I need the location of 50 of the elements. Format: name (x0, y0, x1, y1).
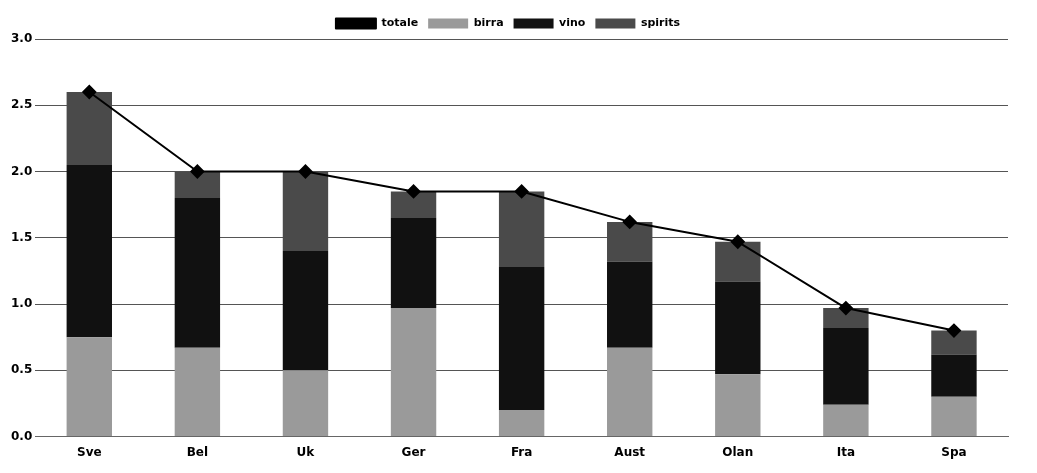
x-tick-label: Bel (186, 444, 209, 459)
point (298, 164, 313, 179)
point (838, 301, 853, 316)
x-tick-label: Ger (401, 444, 426, 459)
y-tick-label: 2.0 (10, 163, 33, 178)
point (622, 214, 637, 229)
x-tick-label: Uk (296, 444, 316, 459)
y-tick-label: 0.5 (10, 362, 33, 377)
y-tick-label: 0.0 (10, 428, 33, 443)
y-tick-label: 1.0 (10, 296, 33, 311)
bar (174, 347, 221, 437)
point (82, 85, 97, 100)
bar (174, 198, 221, 348)
bar (66, 164, 112, 338)
point (946, 323, 961, 338)
bar (607, 347, 653, 437)
x-tick-label: Olan (722, 444, 754, 459)
point (730, 234, 745, 249)
legend-label: totale (381, 16, 419, 30)
bar (390, 217, 437, 309)
y-tick-label: 2.5 (10, 97, 33, 112)
x-tick-label: Sve (76, 444, 102, 459)
bar (931, 354, 977, 397)
legend-label: spirits (640, 16, 681, 30)
legend-label: birra (473, 16, 504, 30)
bar (282, 370, 329, 437)
bar (282, 251, 329, 371)
point (190, 164, 205, 179)
bar (715, 281, 761, 375)
y-tick-label: 1.5 (10, 229, 33, 244)
bar (931, 330, 977, 355)
bar (715, 241, 761, 282)
bar (823, 404, 869, 437)
bar (823, 327, 869, 405)
bar (390, 191, 437, 218)
bar (498, 266, 545, 411)
bar (390, 308, 437, 437)
point (406, 184, 421, 199)
bar (66, 337, 112, 437)
x-tick-label: Spa (941, 444, 967, 459)
legend-label: vino (559, 16, 586, 30)
x-tick-label: Ita (836, 444, 856, 459)
point (514, 184, 529, 199)
x-tick-label: Fra (510, 444, 533, 459)
x-tick-label: Aust (614, 444, 646, 459)
y-tick-label: 3.0 (10, 31, 33, 46)
bar (931, 396, 977, 437)
bar (715, 374, 761, 437)
bar (607, 261, 653, 348)
bar (498, 410, 545, 437)
